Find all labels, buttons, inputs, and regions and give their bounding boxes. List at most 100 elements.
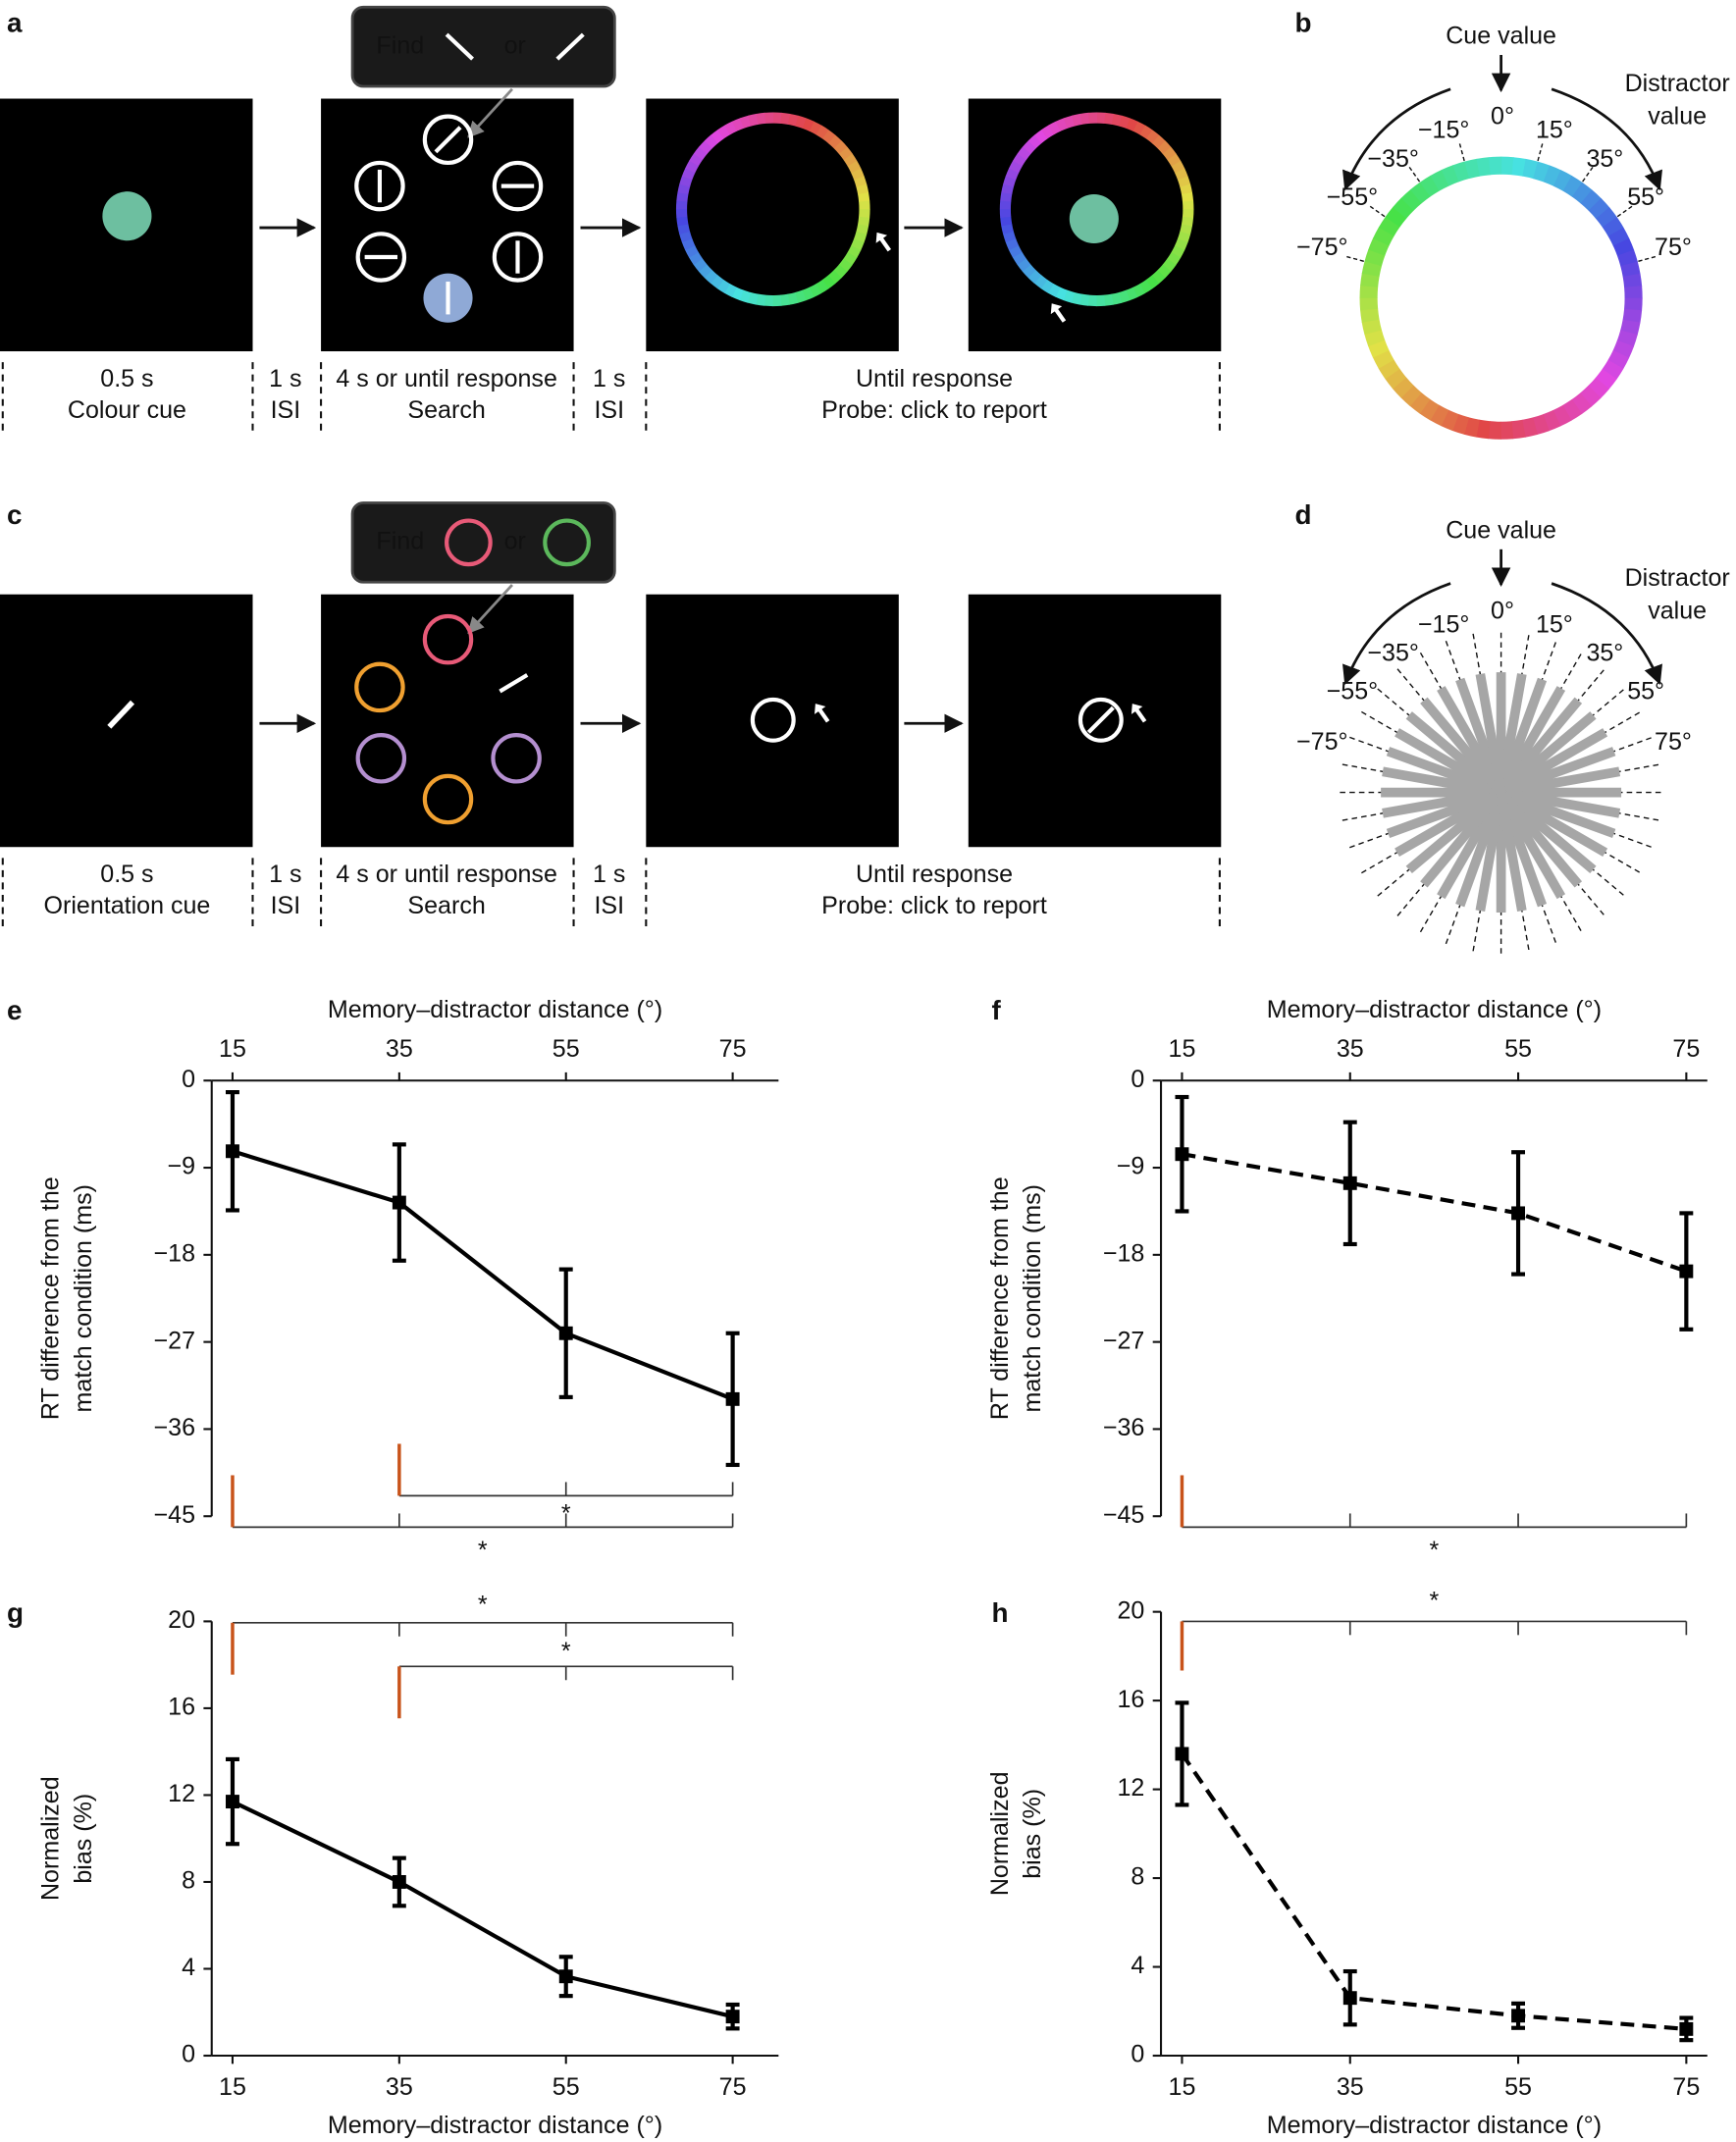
color-ring-segment bbox=[1119, 115, 1131, 130]
timeline-duration: Until response bbox=[856, 861, 1013, 888]
panel-label: d bbox=[1294, 499, 1311, 530]
color-ring-segment bbox=[676, 191, 689, 202]
angle-label: −75° bbox=[1296, 728, 1348, 756]
y-tick-label: 0 bbox=[182, 1066, 195, 1093]
color-ring-segment bbox=[698, 264, 712, 279]
color-ring-segment bbox=[847, 160, 862, 174]
x-tick-label: 35 bbox=[1337, 1035, 1364, 1063]
x-tick-label: 35 bbox=[386, 1035, 413, 1063]
color-ring-segment bbox=[1543, 409, 1561, 432]
color-ring-segment bbox=[1372, 349, 1394, 369]
significance-star: * bbox=[561, 1638, 571, 1665]
color-ring-segment bbox=[779, 293, 790, 306]
color-ring-segment bbox=[1003, 231, 1017, 243]
or-text: or bbox=[504, 31, 526, 59]
color-ring-segment bbox=[693, 146, 708, 161]
data-point bbox=[1679, 2021, 1694, 2036]
angle-tick bbox=[1616, 204, 1634, 218]
y-axis-label: match condition (ms) bbox=[1019, 1184, 1046, 1412]
color-ring-segment bbox=[1072, 113, 1082, 127]
pointer-arrow bbox=[467, 584, 513, 634]
color-ring-segment bbox=[704, 134, 718, 149]
color-ring-segment bbox=[1009, 160, 1023, 174]
color-ring-segment bbox=[802, 118, 815, 131]
color-ring-segment bbox=[1151, 134, 1166, 149]
angle-label: −15° bbox=[1418, 117, 1470, 144]
data-point bbox=[558, 1969, 573, 1984]
color-ring-segment bbox=[685, 244, 699, 258]
angle-tick bbox=[1344, 255, 1364, 262]
color-ring-segment bbox=[1500, 156, 1514, 176]
color-ring-segment bbox=[1602, 217, 1624, 237]
color-ring-segment bbox=[724, 121, 738, 135]
distractor-arrow bbox=[1551, 87, 1662, 191]
color-ring-segment bbox=[756, 112, 766, 125]
color-ring-segment bbox=[1071, 291, 1082, 305]
color-ring-segment bbox=[1596, 207, 1617, 229]
color-ring-segment bbox=[689, 153, 704, 167]
reported-colour bbox=[1069, 193, 1119, 244]
angle-label: 55° bbox=[1627, 183, 1664, 211]
color-ring-segment bbox=[717, 125, 731, 139]
color-ring-segment bbox=[780, 112, 791, 125]
data-line bbox=[1180, 1752, 1687, 2031]
y-tick-label: −9 bbox=[1117, 1153, 1145, 1180]
color-ring-segment bbox=[1008, 244, 1023, 258]
angle-label: −35° bbox=[1367, 640, 1419, 667]
timeline-phase: ISI bbox=[594, 892, 624, 919]
y-tick-label: 4 bbox=[182, 1954, 195, 1981]
data-point bbox=[1679, 1264, 1694, 1279]
x-tick-label: 75 bbox=[719, 1035, 747, 1063]
search-item bbox=[422, 114, 474, 166]
search-item bbox=[355, 232, 407, 283]
color-ring-segment bbox=[1063, 289, 1075, 303]
panel-label: e bbox=[7, 995, 22, 1025]
color-ring-segment bbox=[851, 238, 865, 251]
angle-tick bbox=[1368, 204, 1386, 218]
search-item bbox=[422, 773, 474, 825]
timeline-duration: 1 s bbox=[269, 365, 301, 392]
color-ring-segment bbox=[716, 279, 730, 293]
timeline-phase: ISI bbox=[594, 396, 624, 424]
angle-label: −35° bbox=[1367, 145, 1419, 173]
color-ring-segment bbox=[1177, 231, 1191, 243]
angle-label: 15° bbox=[1536, 610, 1573, 638]
color-ring-segment bbox=[1464, 158, 1481, 180]
angle-label: 35° bbox=[1586, 640, 1623, 667]
color-ring-segment bbox=[1145, 275, 1160, 289]
color-ring-segment bbox=[833, 140, 848, 155]
color-ring-segment bbox=[1079, 112, 1090, 125]
data-point bbox=[1511, 2009, 1526, 2023]
color-ring-segment bbox=[1624, 286, 1643, 299]
mouse-cursor bbox=[1131, 704, 1147, 723]
y-tick-label: 12 bbox=[168, 1780, 195, 1807]
panel-label: a bbox=[7, 8, 23, 38]
color-ring-segment bbox=[1104, 112, 1115, 125]
color-ring-segment bbox=[1180, 183, 1193, 195]
color-ring-segment bbox=[1361, 318, 1382, 336]
stimulus-screen bbox=[968, 594, 1222, 848]
y-tick-label: 20 bbox=[1117, 1596, 1144, 1624]
x-axis-label: Memory–distractor distance (°) bbox=[1267, 996, 1602, 1023]
color-ring-segment bbox=[854, 176, 868, 187]
color-ring-segment bbox=[843, 252, 858, 266]
angle-label: −55° bbox=[1327, 678, 1379, 705]
panel-label: c bbox=[7, 499, 22, 530]
color-ring-segment bbox=[1063, 115, 1076, 129]
color-ring-segment bbox=[1392, 377, 1414, 398]
timeline-phase: Search bbox=[407, 396, 485, 424]
y-axis-label: Normalized bbox=[986, 1771, 1014, 1896]
color-ring-segment bbox=[1620, 261, 1641, 278]
color-ring-segment bbox=[1139, 125, 1153, 139]
color-ring-segment bbox=[1441, 409, 1459, 432]
distractor-arrow bbox=[1342, 582, 1451, 686]
y-tick-label: −45 bbox=[1103, 1501, 1145, 1529]
color-ring-segment bbox=[1180, 224, 1192, 235]
color-ring-segment bbox=[1489, 156, 1502, 176]
color-ring-segment bbox=[815, 125, 829, 139]
color-ring-segment bbox=[679, 231, 693, 243]
target-ring bbox=[445, 518, 493, 567]
color-ring-segment bbox=[1588, 377, 1609, 399]
timeline-duration: Until response bbox=[856, 365, 1013, 392]
data-line bbox=[232, 1149, 734, 1401]
